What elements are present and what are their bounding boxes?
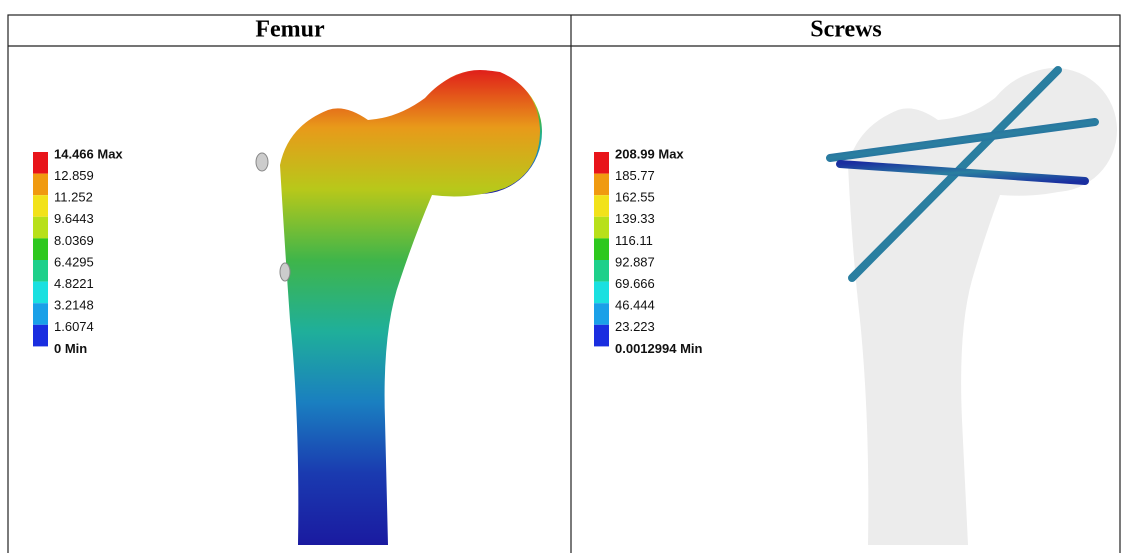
legend-label: 3.2148 <box>54 298 94 313</box>
legend-color <box>33 303 48 325</box>
legend-color <box>594 325 609 347</box>
legend-label: 46.444 <box>615 298 655 313</box>
legend-label: 23.223 <box>615 319 655 334</box>
femur-model <box>256 70 542 545</box>
legend-color <box>33 152 48 174</box>
legend-label: 9.6443 <box>54 211 94 226</box>
legend-color <box>594 282 609 304</box>
legend-color <box>594 152 609 174</box>
legend-color <box>33 195 48 217</box>
legend-color <box>594 260 609 282</box>
legend-label: 185.77 <box>615 168 655 183</box>
legend-label: 69.666 <box>615 276 655 291</box>
legend-label: 92.887 <box>615 254 655 269</box>
legend-label: 6.4295 <box>54 254 94 269</box>
legend-label: 14.466 Max <box>54 146 123 161</box>
legend-label: 162.55 <box>615 190 655 205</box>
legend-color <box>33 217 48 239</box>
legend-color <box>594 174 609 196</box>
column-header: Femur <box>255 17 325 43</box>
legend-color <box>33 282 48 304</box>
legend-label: 12.859 <box>54 168 94 183</box>
legend-label: 116.11 <box>615 233 653 248</box>
legend-label: 139.33 <box>615 211 655 226</box>
legend-color <box>594 303 609 325</box>
legend-color <box>33 260 48 282</box>
legend-color <box>33 325 48 347</box>
column-header: Screws <box>810 17 882 43</box>
legend-label: 8.0369 <box>54 233 94 248</box>
legend-label: 11.252 <box>54 190 93 205</box>
figure-canvas: Femur Screws 14.466 Max 12.859 11.252 9.644… <box>0 0 1127 553</box>
legend-color <box>33 238 48 260</box>
legend-color <box>594 195 609 217</box>
legend-label: 0.0012994 Min <box>615 341 703 356</box>
legend-label: 1.6074 <box>54 319 94 334</box>
legend-label: 4.8221 <box>54 276 94 291</box>
legend-label: 0 Min <box>54 341 87 356</box>
legend-label: 208.99 Max <box>615 146 684 161</box>
figure: Femur Screws 14.466 Max 12.859 11.252 9.644… <box>0 0 1127 553</box>
legend-color <box>594 238 609 260</box>
legend-color <box>33 174 48 196</box>
legend-color <box>594 217 609 239</box>
screws-model <box>830 68 1117 545</box>
